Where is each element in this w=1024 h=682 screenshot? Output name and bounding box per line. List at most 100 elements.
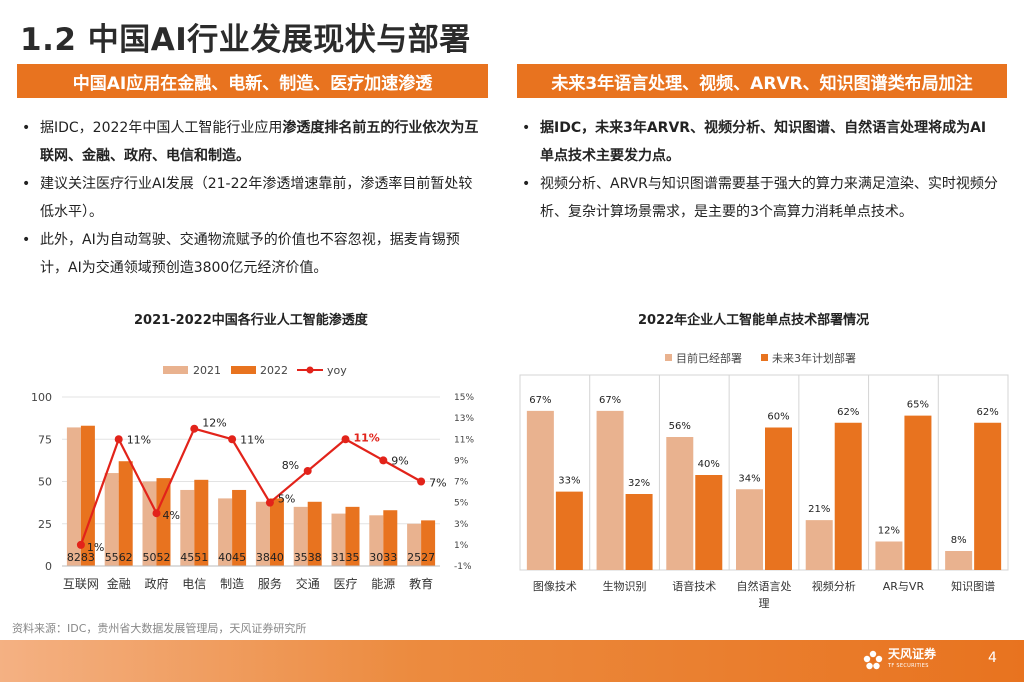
y-tick-label: 100: [31, 391, 52, 404]
chart1-legend: 2021 2022 yoy: [163, 364, 347, 377]
legend-label-2021: 2021: [193, 364, 221, 377]
yoy-point: [265, 498, 274, 507]
bar-label-deployed: 12%: [878, 526, 900, 537]
bar-label-2022: 27: [421, 551, 435, 564]
x-tick-label: 服务: [258, 576, 282, 591]
y2-tick-label: -1%: [454, 562, 472, 572]
flower-icon: [863, 650, 883, 670]
legend-label-deployed: 目前已经部署: [676, 351, 742, 365]
page-title: 1.2 中国AI行业发展现状与部署: [20, 22, 471, 58]
bar-2022: [80, 425, 95, 566]
bar-planned: [625, 494, 653, 570]
legend-swatch-planned: [761, 354, 768, 361]
y2-tick-label: 9%: [454, 456, 469, 466]
yoy-point: [114, 435, 123, 444]
bar-label-deployed: 67%: [599, 395, 621, 406]
x-tick-label: 能源: [371, 577, 395, 591]
plot-frame: [519, 374, 1009, 571]
bar-planned: [695, 475, 723, 570]
bar-label-planned: 65%: [907, 400, 929, 411]
bar-2021: [331, 513, 346, 566]
bar-label-2022: 62: [119, 551, 133, 564]
bullet-text: 此外，AI为自动驾驶、交通物流赋予的价值也不容忽视，据麦肯锡预计，AI为交通领域…: [40, 232, 460, 276]
bar-deployed: [945, 551, 973, 570]
x-tick-label: 生物识别: [603, 579, 647, 593]
bar-2022: [307, 501, 322, 566]
bar-planned: [834, 422, 862, 570]
bar-2021: [66, 427, 81, 566]
bar-label-2022: 33: [383, 551, 397, 564]
legend-swatch-2022: [231, 366, 256, 374]
x-tick-label: 理: [759, 597, 770, 610]
legend-marker-yoy: [306, 366, 314, 374]
bar-label-deployed: 21%: [808, 504, 830, 515]
bar-label-2021: 35: [294, 551, 308, 564]
yoy-label: 11%: [127, 433, 151, 446]
bar-deployed: [736, 489, 763, 570]
y2-tick-label: 15%: [454, 393, 474, 403]
bar-deployed: [805, 520, 833, 570]
bar-label-2022: 40: [270, 551, 284, 564]
footer-bar: [0, 640, 1024, 682]
source-note: 资料来源：IDC，贵州省大数据发展管理局，天风证券研究所: [12, 622, 307, 635]
bar-2021: [180, 489, 195, 566]
bar-planned: [974, 422, 1002, 570]
legend-label-yoy: yoy: [327, 364, 347, 377]
bar-2021: [293, 506, 308, 566]
bar-label-planned: 62%: [977, 407, 999, 418]
bar-label-2022: 52: [157, 551, 171, 564]
bar-deployed: [596, 410, 624, 570]
bar-deployed: [875, 541, 903, 570]
left-bullet-3: 此外，AI为自动驾驶、交通物流赋予的价值也不容忽视，据麦肯锡预计，AI为交通领域…: [20, 226, 480, 282]
yoy-label: 12%: [202, 417, 226, 430]
y-tick-label: 0: [45, 560, 52, 573]
bar-label-2021: 82: [67, 551, 81, 564]
bullet-text: 建议关注医疗行业AI发展（21-22年渗透增速靠前，渗透率目前暂处较低水平）。: [40, 176, 473, 220]
x-tick-label: 语音技术: [672, 579, 716, 593]
y2-tick-label: 3%: [454, 520, 469, 530]
right-banner: 未来3年语言处理、视频、ARVR、知识图谱类布局加注: [517, 64, 1007, 98]
bar-2022: [421, 520, 436, 566]
page-number: 4: [988, 650, 997, 666]
yoy-label: 1%: [87, 541, 104, 554]
bar-label-planned: 32%: [628, 478, 650, 489]
bar-2022: [118, 461, 133, 566]
bar-label-planned: 40%: [698, 459, 720, 470]
x-tick-label: 金融: [107, 576, 131, 591]
bar-2022: [345, 506, 360, 566]
right-bullet-list: 据IDC，未来3年ARVR、视频分析、知识图谱、自然语言处理将成为AI单点技术主…: [520, 114, 1000, 226]
legend-label-2022: 2022: [260, 364, 288, 377]
bar-2022: [269, 498, 284, 566]
footer-logo: 天风证券 TF SECURITIES: [862, 648, 936, 672]
bullet-text-bold: 据IDC，未来3年ARVR、视频分析、知识图谱、自然语言处理将成为AI单点技术主…: [540, 120, 987, 164]
bar-label-deployed: 8%: [951, 535, 967, 546]
bar-label-2022: 51: [194, 551, 208, 564]
bar-label-2021: 50: [143, 551, 157, 564]
bullet-text: 据IDC，2022年中国人工智能行业应用: [40, 120, 283, 136]
bar-label-2022: 83: [81, 551, 95, 564]
deployment-chart: 目前已经部署 未来3年计划部署 67% 33% 图像技术 67% 32% 生物识别 56% 40%…: [519, 351, 1009, 610]
x-tick-label: AR与VR: [883, 580, 925, 593]
brand-name: 天风证券: [888, 647, 937, 661]
yoy-point: [379, 456, 388, 465]
y2-tick-label: 11%: [454, 435, 474, 445]
x-tick-label: 制造: [220, 577, 244, 591]
yoy-point: [190, 424, 199, 433]
x-tick-label: 互联网: [63, 577, 99, 591]
brand-name-en: TF SECURITIES: [888, 663, 929, 669]
yoy-point: [152, 509, 161, 518]
x-tick-label: 交通: [296, 576, 320, 591]
bar-label-2022: 35: [346, 551, 360, 564]
bar-label-2021: 45: [180, 551, 194, 564]
bar-2021: [407, 523, 422, 566]
left-banner: 中国AI应用在金融、电新、制造、医疗加速渗透: [17, 64, 488, 98]
bar-planned: [555, 491, 583, 570]
legend-swatch-2021: [163, 366, 188, 374]
bar-label-planned: 62%: [837, 407, 859, 418]
y-tick-label: 75: [38, 433, 52, 446]
bar-2021: [218, 498, 233, 566]
y2-tick-label: 7%: [454, 478, 469, 488]
x-tick-label: 图像技术: [533, 580, 577, 593]
bar-2021: [369, 515, 384, 566]
bar-label-deployed: 67%: [529, 395, 551, 406]
